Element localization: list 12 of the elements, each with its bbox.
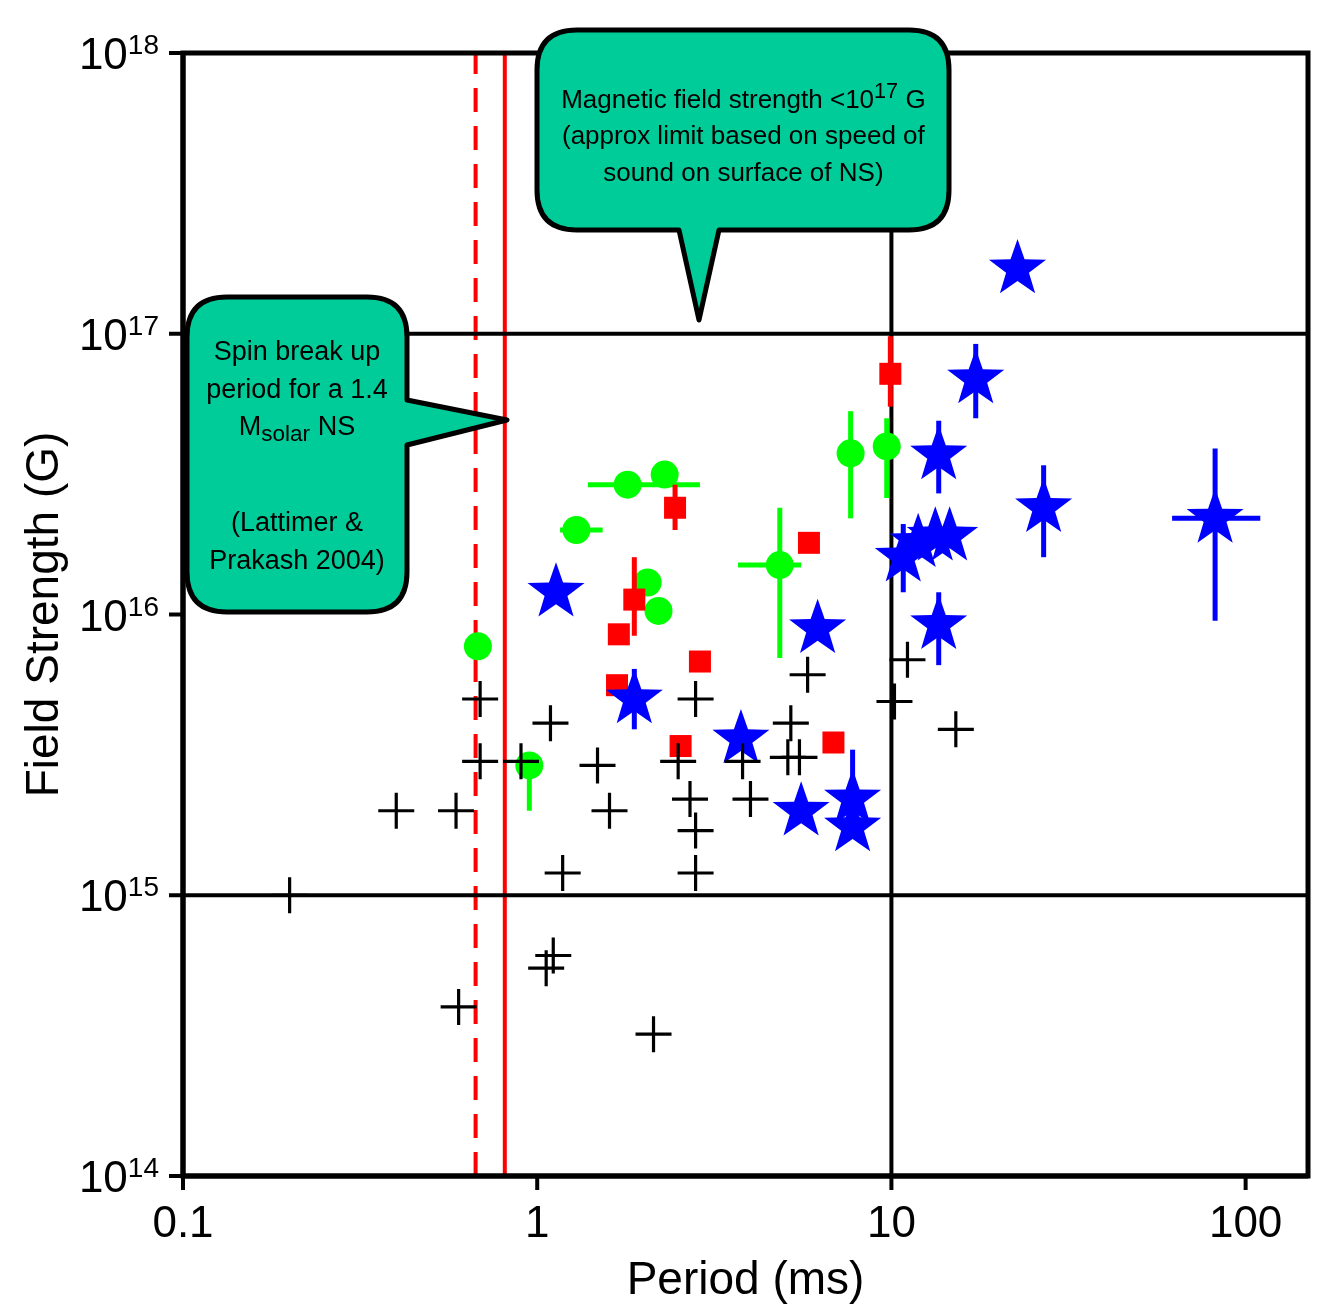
annotation: Magnetic field strength <10$^{17}$ G (approx limit based on speed of sound on surface of NS) xyxy=(560,77,927,189)
y-axis-title: Field Strength (G) xyxy=(16,431,69,798)
annotation: Spin break up period for a 1.4 M$_{solar}$ NS xyxy=(205,334,389,449)
y-tick-label: 10$^{15}$ xyxy=(78,870,159,921)
y-tick-label: 10$^{17}$ xyxy=(78,309,159,359)
y-tick-label: 10$^{16}$ xyxy=(78,590,159,640)
x-tick-label: 10 xyxy=(866,1197,916,1247)
annotation: (Lattimer & Prakash 2004) xyxy=(208,506,386,578)
x-axis-title: Period (ms) xyxy=(626,1252,865,1304)
x-tick-label: 100 xyxy=(1208,1197,1283,1247)
y-tick-label: 10$^{18}$ xyxy=(78,28,159,78)
x-tick-label: 1 xyxy=(524,1197,550,1247)
